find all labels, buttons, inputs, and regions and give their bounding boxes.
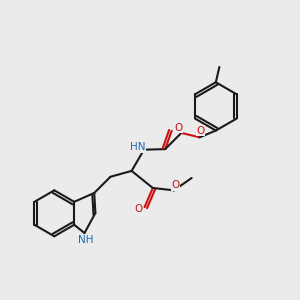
Text: O: O xyxy=(134,205,142,214)
Text: O: O xyxy=(197,126,205,136)
Text: NH: NH xyxy=(78,236,93,245)
Text: O: O xyxy=(174,123,182,133)
Text: O: O xyxy=(171,180,179,190)
Text: HN: HN xyxy=(130,142,145,152)
